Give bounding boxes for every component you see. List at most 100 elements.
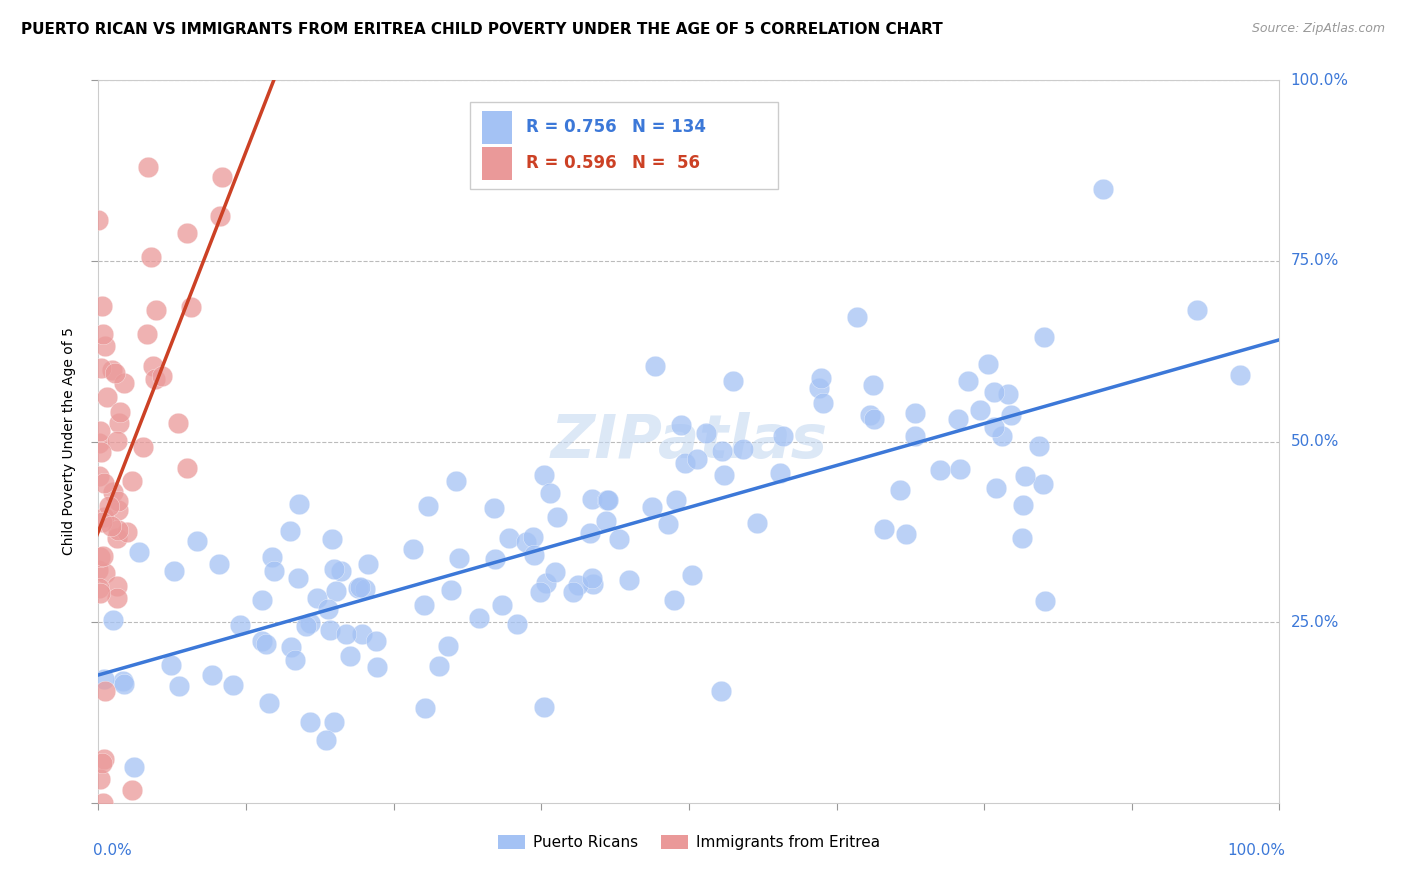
Point (1011, 531, 1033, 545)
Point (745, 516, 768, 530)
Point (733, 442, 755, 456)
Point (208, 557, 231, 571)
Point (93, 509, 115, 524)
Text: R = 0.756: R = 0.756 (526, 119, 617, 136)
Point (859, 408, 882, 422)
Point (295, 619, 318, 633)
Point (94, 684, 117, 698)
Point (1011, 498, 1033, 512)
Point (97, 499, 120, 513)
Point (321, 532, 343, 546)
Text: N = 134: N = 134 (633, 119, 706, 136)
Point (567, 578, 589, 592)
Point (94, 566, 117, 580)
Point (437, 639, 460, 653)
Point (136, 327, 159, 342)
Point (482, 501, 505, 516)
Point (949, 462, 972, 476)
Point (581, 571, 603, 585)
Point (142, 359, 165, 374)
Point (1032, 329, 1054, 343)
Point (329, 565, 352, 579)
Text: 50.0%: 50.0% (1291, 434, 1339, 449)
Text: 25.0%: 25.0% (1291, 615, 1339, 630)
Point (595, 514, 617, 528)
Point (364, 634, 387, 648)
Text: 75.0%: 75.0% (1291, 253, 1339, 268)
Point (1028, 439, 1050, 453)
Point (93, 672, 115, 686)
Point (544, 565, 567, 579)
Text: 100.0%: 100.0% (1291, 73, 1348, 87)
Point (260, 550, 283, 565)
Point (250, 592, 273, 607)
Point (686, 452, 709, 467)
Point (415, 701, 437, 715)
Point (87, 468, 110, 483)
Point (91, 299, 114, 313)
Point (100, 519, 122, 533)
Point (673, 456, 696, 470)
Point (257, 696, 280, 710)
Point (449, 551, 471, 566)
Point (105, 579, 128, 593)
Point (87, 563, 110, 577)
Point (846, 310, 869, 325)
Point (983, 420, 1005, 434)
Point (582, 576, 605, 591)
Point (347, 581, 370, 595)
Point (484, 552, 506, 566)
Text: PUERTO RICAN VS IMMIGRANTS FROM ERITREA CHILD POVERTY UNDER THE AGE OF 5 CORRELA: PUERTO RICAN VS IMMIGRANTS FROM ERITREA … (21, 22, 943, 37)
Point (498, 531, 520, 545)
Point (93, 752, 115, 766)
Text: 0.0%: 0.0% (93, 843, 131, 857)
Point (132, 440, 155, 454)
Point (721, 374, 744, 388)
Y-axis label: Child Poverty Under the Age of 5: Child Poverty Under the Age of 5 (62, 327, 76, 556)
Point (139, 250, 162, 264)
Point (91, 756, 114, 771)
Point (969, 402, 991, 417)
Point (536, 576, 558, 591)
Point (1091, 181, 1114, 195)
Point (991, 429, 1014, 443)
Point (1033, 594, 1056, 608)
Point (681, 568, 703, 582)
Point (440, 582, 463, 597)
Text: 100.0%: 100.0% (1227, 843, 1285, 857)
Point (810, 371, 832, 385)
Point (87, 581, 110, 595)
Point (229, 618, 252, 632)
Point (107, 503, 129, 517)
Point (468, 610, 491, 624)
Point (607, 532, 630, 546)
Point (104, 367, 127, 381)
Point (862, 412, 884, 426)
Point (280, 640, 302, 654)
Point (93, 475, 115, 490)
Point (87, 435, 110, 450)
Point (288, 497, 311, 511)
Point (711, 443, 734, 458)
Point (101, 363, 124, 377)
Point (956, 374, 979, 388)
Point (769, 466, 792, 480)
Point (211, 170, 233, 185)
Point (108, 405, 131, 419)
Point (91, 326, 114, 341)
Point (298, 714, 321, 729)
Legend: Puerto Ricans, Immigrants from Eritrea: Puerto Ricans, Immigrants from Eritrea (492, 830, 886, 856)
Point (103, 485, 125, 500)
Point (366, 660, 388, 674)
Point (143, 372, 166, 386)
Point (581, 492, 603, 507)
Point (983, 385, 1005, 400)
Point (641, 500, 664, 515)
Point (176, 227, 198, 241)
Point (201, 667, 224, 681)
Point (284, 652, 307, 666)
Point (91, 549, 114, 563)
Point (87, 213, 110, 227)
Point (644, 359, 666, 374)
Point (619, 573, 641, 587)
